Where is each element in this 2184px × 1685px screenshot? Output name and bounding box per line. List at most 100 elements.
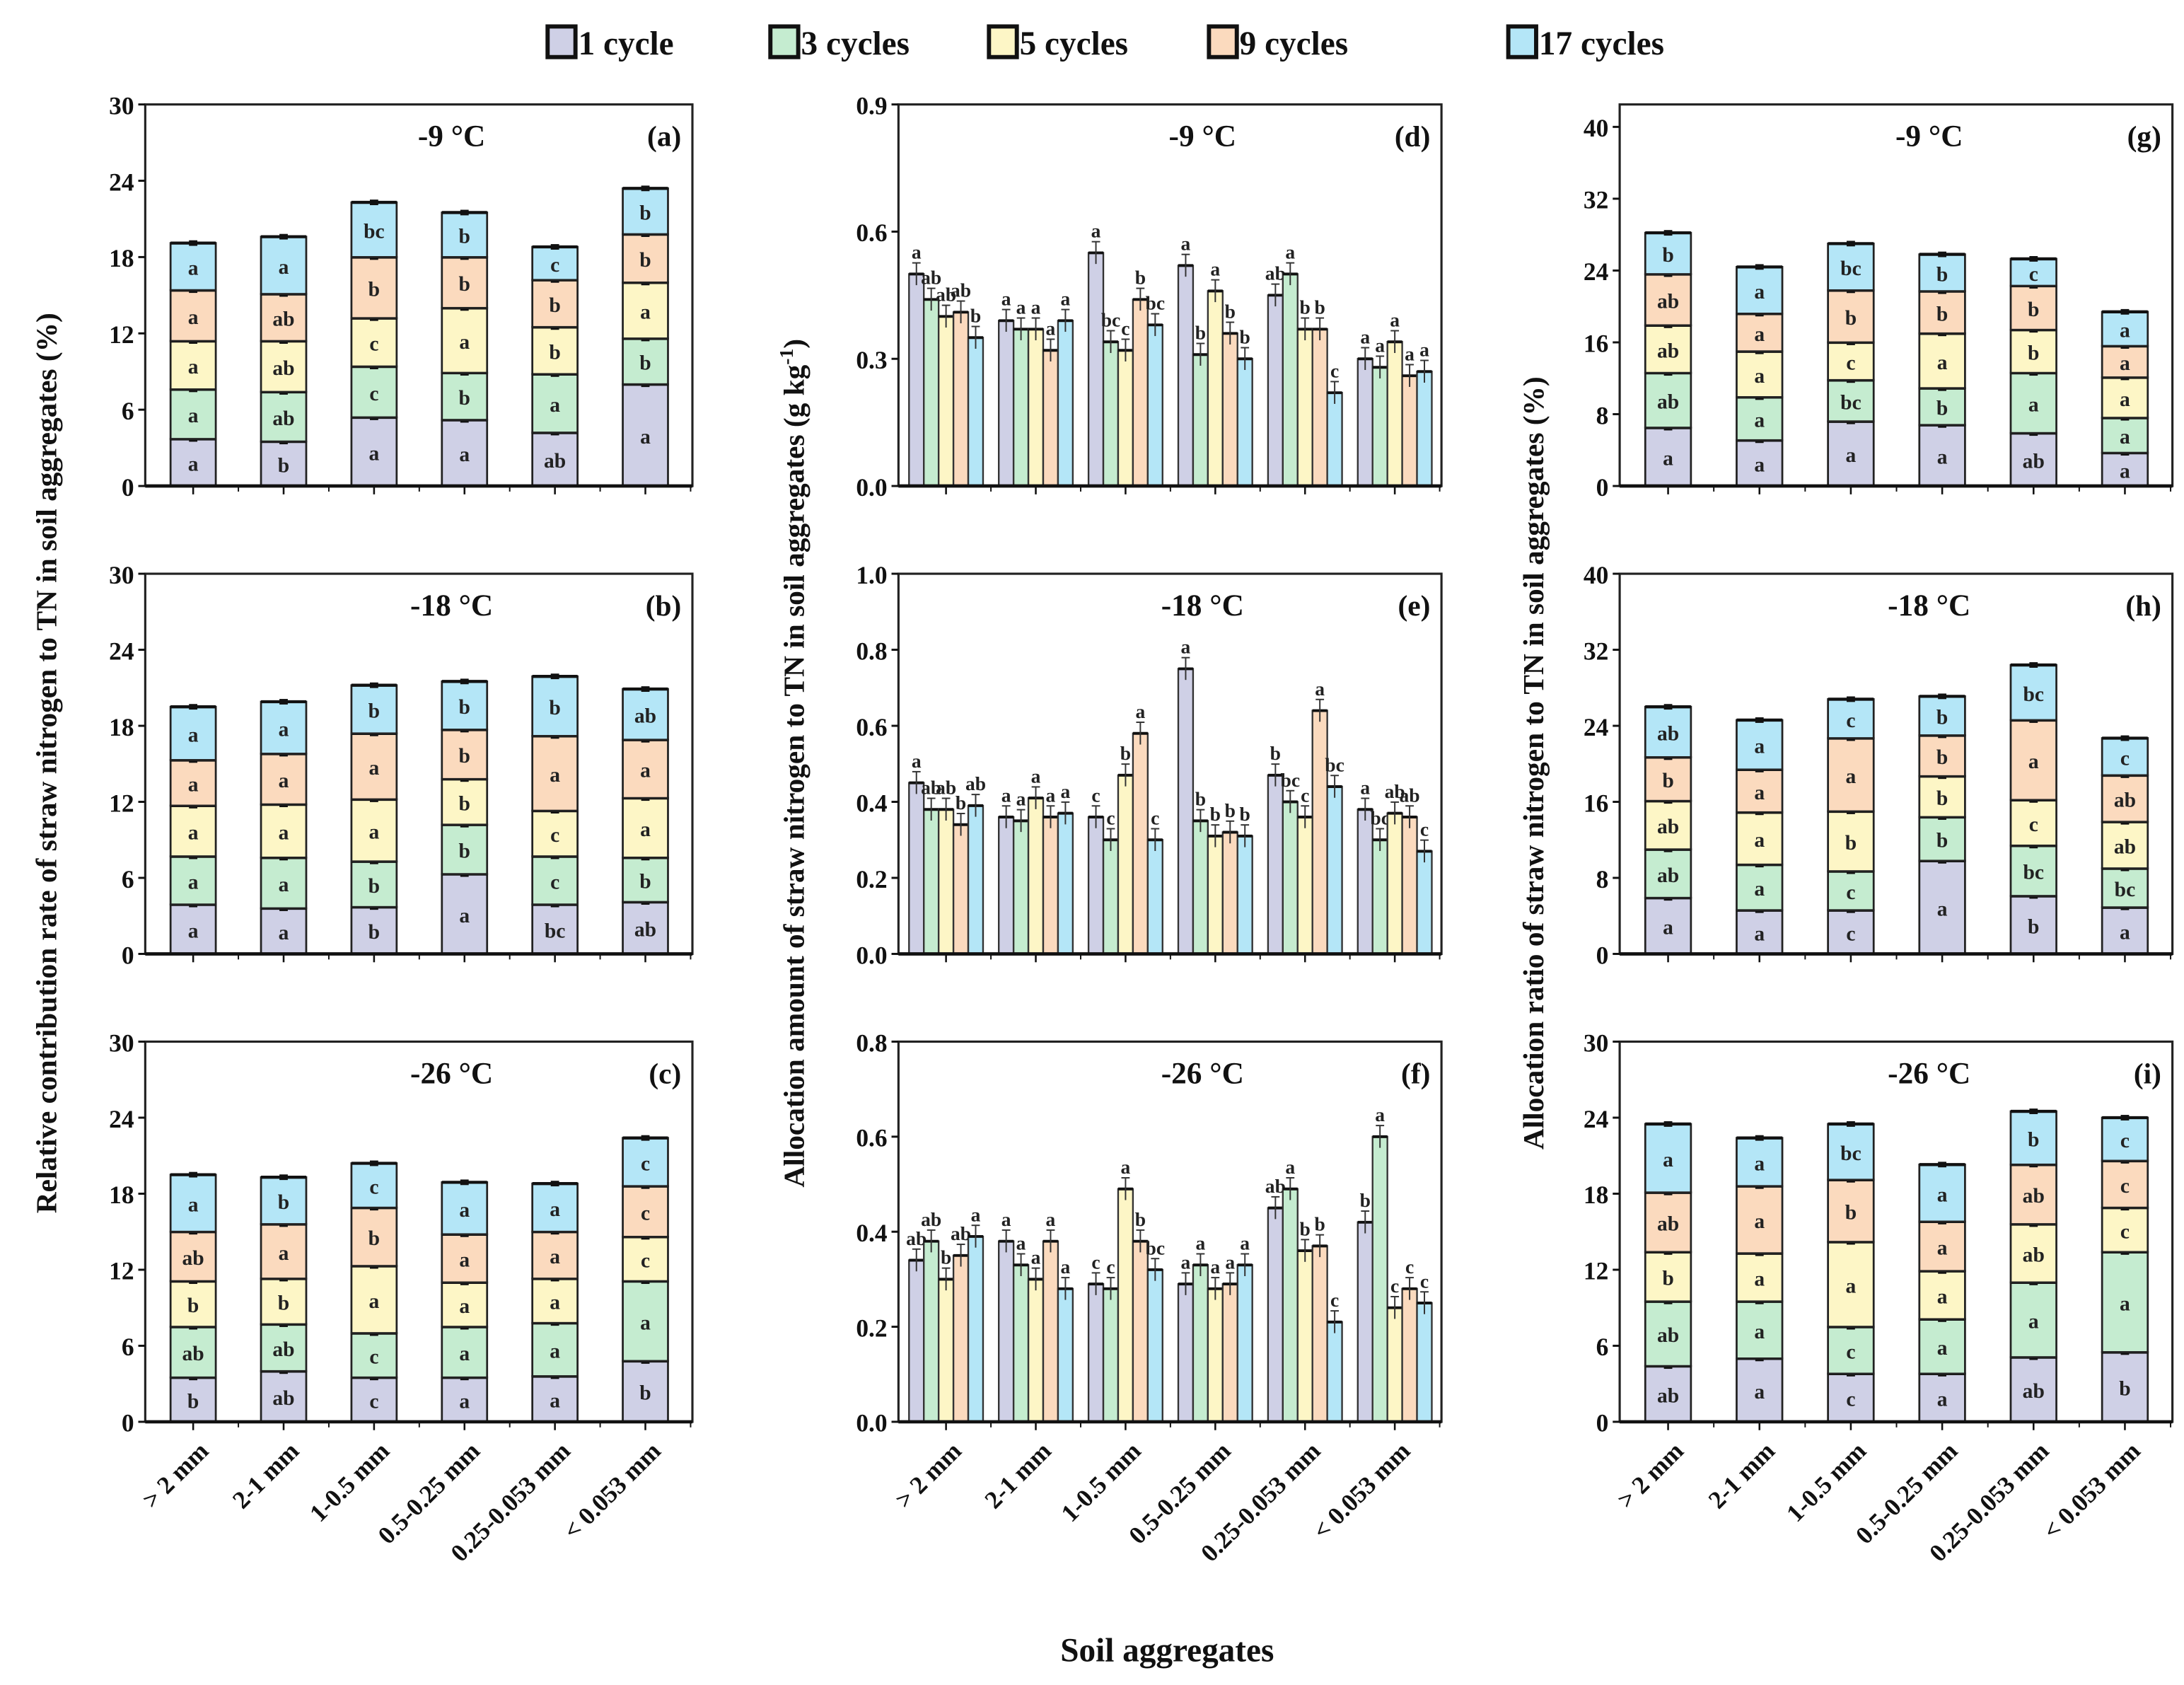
y-tick-label: 18 (109, 713, 134, 741)
significance-letter: ab (272, 308, 294, 331)
bar (1146, 1268, 1163, 1423)
significance-letter: ab (182, 1247, 204, 1270)
bar-segment (1736, 811, 1784, 866)
significance-letter: b (549, 294, 560, 317)
bar (1132, 299, 1149, 487)
bar (1326, 392, 1343, 487)
bar (1221, 1282, 1238, 1423)
y-tick-label: 30 (109, 1029, 134, 1057)
bar-segment (531, 809, 579, 857)
bar (1371, 1135, 1388, 1423)
bar-segment (2101, 1351, 2149, 1423)
bar-segment (2101, 1206, 2149, 1253)
significance-letter: b (368, 875, 380, 898)
panel-label: (g) (2127, 120, 2161, 154)
bar (937, 809, 955, 955)
bar-segment (260, 907, 308, 955)
bar-segment (2009, 328, 2057, 374)
significance-letter: c (2120, 1130, 2130, 1152)
plot-frame (144, 103, 694, 487)
significance-letter: bc (2023, 683, 2045, 706)
bar (1416, 1302, 1433, 1423)
significance-letter: b (459, 840, 470, 863)
significance-letter: a (1285, 1156, 1295, 1178)
significance-letter: a (1754, 782, 1765, 804)
significance-letter: a (640, 760, 651, 782)
bar (1311, 1245, 1328, 1423)
significance-letter: bc (545, 920, 566, 942)
bar-segment (441, 1281, 489, 1328)
significance-letter: a (1754, 281, 1765, 303)
y-tick-label: 0.3 (856, 346, 887, 374)
significance-letter: ab (1657, 816, 1679, 838)
bar (1311, 328, 1328, 487)
y-tick-label: 24 (1584, 713, 1609, 741)
significance-letter: a (1061, 1256, 1071, 1278)
bar-segment (1644, 1300, 1692, 1367)
bar-segment (2009, 371, 2057, 434)
plot-frame (144, 1040, 694, 1423)
significance-letter: a (1937, 1183, 1948, 1206)
significance-letter: a (459, 1295, 470, 1318)
panel-temperature-title: -9 °C (418, 120, 485, 154)
legend-swatch (545, 24, 578, 59)
bar (1057, 320, 1074, 487)
bar (923, 1240, 940, 1423)
significance-letter: a (550, 1341, 560, 1363)
y-tick-label: 12 (1584, 1257, 1608, 1285)
significance-letter: a (369, 757, 380, 780)
significance-letter: a (1846, 765, 1857, 788)
significance-letter: a (1754, 922, 1765, 945)
significance-letter: a (1937, 352, 1948, 374)
bar-segment (350, 256, 398, 320)
bar-segment (441, 1233, 489, 1284)
significance-letter: a (971, 1203, 981, 1225)
bar-segment (260, 856, 308, 910)
significance-letter: b (1300, 1217, 1311, 1239)
y-tick-label: 0.8 (856, 637, 887, 665)
bar-segment (1644, 427, 1692, 487)
y-tick-label: 0.0 (856, 1409, 887, 1437)
bar-segment (350, 317, 398, 368)
legend: 1 cycle 3 cycles 5 cycles 9 cycles 17 cycles (545, 24, 1664, 62)
significance-letter: a (1375, 335, 1385, 357)
significance-letter: ab (965, 772, 986, 794)
significance-letter: ab (182, 1343, 204, 1365)
bar-segment (622, 856, 669, 903)
legend-label: 1 cycle (579, 25, 674, 62)
significance-letter: a (1754, 878, 1765, 901)
bar (1311, 710, 1328, 955)
significance-letter: a (188, 453, 199, 476)
bar-segment (2101, 906, 2149, 955)
bar (1177, 265, 1195, 487)
significance-letter: b (956, 792, 966, 813)
significance-letter: c (1390, 1275, 1399, 1297)
bar-segment (169, 804, 217, 857)
significance-letter: a (459, 905, 470, 927)
significance-letter: a (1195, 1232, 1205, 1254)
panel-b: aaaaaaaaaabbaababbbbbcccababbaaab0612182… (109, 561, 694, 969)
bar-segment (622, 1185, 669, 1238)
bar-segment (622, 739, 669, 799)
significance-letter: a (1937, 1389, 1948, 1411)
significance-letter: a (640, 301, 651, 324)
y-tick-label: 6 (122, 1333, 134, 1361)
significance-letter: c (641, 1250, 650, 1273)
significance-letter: a (2120, 460, 2130, 482)
significance-letter: c (1846, 352, 1855, 374)
significance-letter: a (1754, 1268, 1765, 1291)
significance-letter: a (1016, 788, 1026, 810)
y-tick-label: 32 (1584, 186, 1608, 214)
bar (1282, 273, 1299, 487)
significance-letter: c (1330, 1289, 1339, 1311)
bar-segment (1827, 242, 1875, 291)
significance-letter: b (187, 1390, 199, 1413)
significance-letter: b (1225, 301, 1236, 323)
significance-letter: c (1121, 318, 1129, 340)
y-tick-label: 30 (109, 91, 134, 120)
significance-letter: c (641, 1153, 650, 1176)
bar-segment (441, 680, 489, 731)
bar-segment (350, 1206, 398, 1267)
